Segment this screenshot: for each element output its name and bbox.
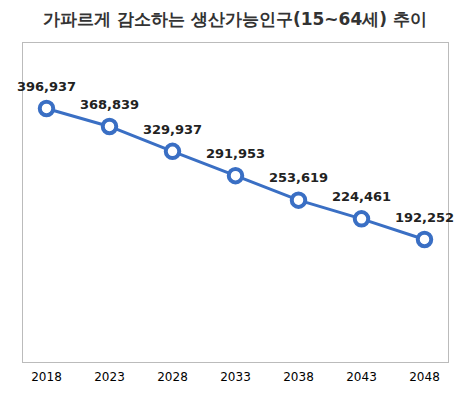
html-text:가파르게 감소하는 생산가능인구(15~64세) 추이: 가파르게 감소하는 생산가능인구(15~64세) 추이	[43, 9, 427, 29]
svg-text:2033: 2033	[220, 370, 251, 384]
svg-text:224,461: 224,461	[332, 189, 391, 204]
svg-text:291,953: 291,953	[206, 146, 265, 161]
svg-text:2018: 2018	[31, 370, 62, 384]
svg-text:2048: 2048	[409, 370, 440, 384]
svg-text:368,839: 368,839	[80, 97, 139, 112]
svg-text:253,619: 253,619	[269, 170, 328, 185]
svg-text:2043: 2043	[346, 370, 377, 384]
svg-text:2038: 2038	[283, 370, 314, 384]
svg-text:192,252: 192,252	[395, 210, 454, 225]
svg-text:329,937: 329,937	[143, 122, 202, 137]
svg-text:2023: 2023	[94, 370, 125, 384]
svg-text:396,937: 396,937	[17, 79, 76, 94]
svg-text:2028: 2028	[157, 370, 188, 384]
